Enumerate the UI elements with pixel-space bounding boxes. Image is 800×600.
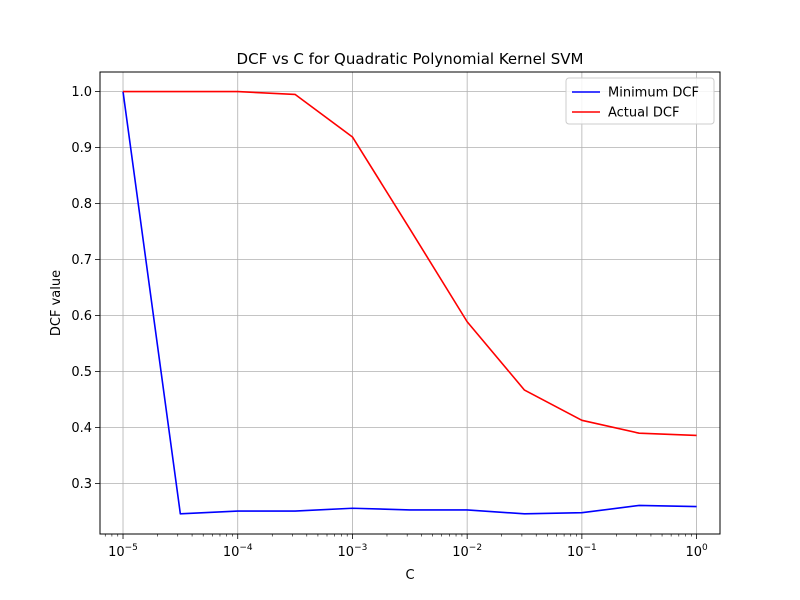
- y-tick-label: 0.9: [71, 141, 92, 156]
- y-tick-label: 0.8: [71, 197, 92, 212]
- series-line-actual-dcf: [123, 90, 697, 437]
- legend-label: Actual DCF: [608, 106, 679, 121]
- y-tick-label: 0.6: [71, 309, 92, 324]
- x-tick-label: 10−1: [567, 543, 597, 560]
- legend-label: Minimum DCF: [608, 86, 699, 101]
- series-line-minimum-dcf: [122, 91, 697, 515]
- y-tick-label: 0.7: [71, 253, 92, 268]
- legend-box: [565, 77, 715, 125]
- x-tick-label: 100: [685, 543, 708, 560]
- x-tick-label: 10−5: [108, 543, 138, 560]
- plot-frame: [99, 71, 721, 535]
- grid: [100, 72, 720, 534]
- y-tick-label: 0.3: [71, 477, 92, 492]
- chart-title: DCF vs C for Quadratic Polynomial Kernel…: [237, 50, 584, 68]
- y-tick-label: 1.0: [71, 85, 92, 100]
- x-tick-label: 10−4: [223, 543, 253, 560]
- y-tick-label: 0.4: [71, 421, 92, 436]
- x-tick-label: 10−2: [452, 543, 482, 560]
- x-tick-label: 10−3: [338, 543, 368, 560]
- y-tick-label: 0.5: [71, 365, 92, 380]
- y-axis-label: DCF value: [49, 270, 64, 336]
- series-group: [122, 90, 697, 515]
- x-axis-label: C: [405, 568, 414, 583]
- legend: Minimum DCF Actual DCF: [565, 77, 715, 125]
- tick-group: 10−5 10−4 10−3 10−2 10−1 100 0.3 0.4 0.5 0.6 0.7 0.…: [71, 85, 708, 560]
